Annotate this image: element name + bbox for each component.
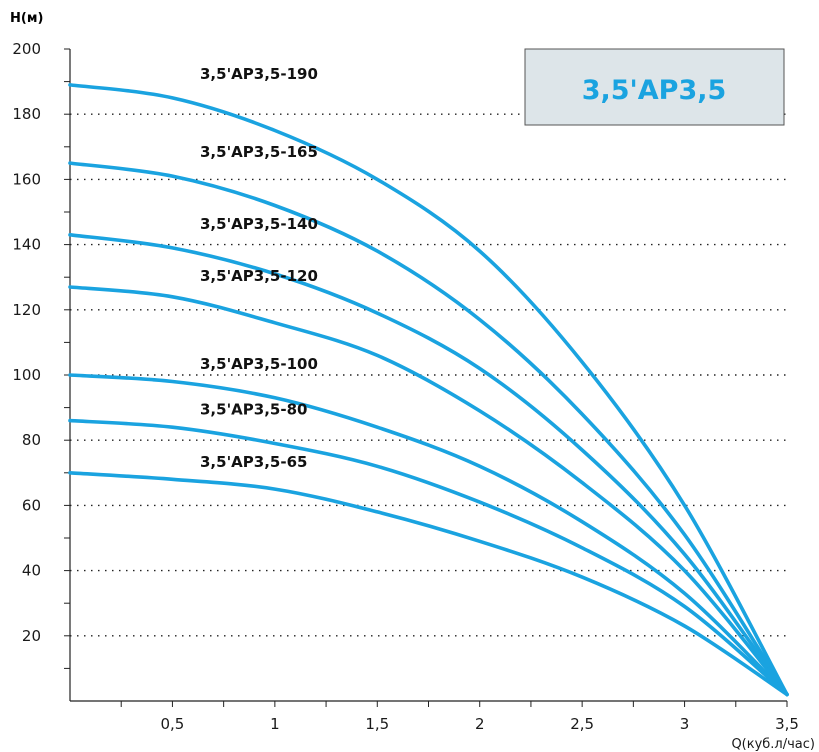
series-label: 3,5'AP3,5-190 — [200, 65, 318, 83]
series-label: 3,5'AP3,5-80 — [200, 401, 307, 419]
y-tick-label: 40 — [22, 562, 41, 580]
series-line — [68, 471, 789, 697]
y-axis-label: H(м) — [10, 11, 43, 26]
x-tick-label: 1,5 — [365, 715, 389, 733]
x-tick-label: 2,5 — [570, 715, 594, 733]
series-label: 3,5'AP3,5-100 — [200, 355, 318, 373]
series-label: 3,5'AP3,5-165 — [200, 143, 318, 161]
y-tick-label: 200 — [12, 40, 41, 58]
x-tick-label: 3 — [680, 715, 690, 733]
y-tick-label: 60 — [22, 496, 41, 514]
y-tick-label: 140 — [12, 236, 41, 254]
series-label: 3,5'AP3,5-140 — [200, 215, 318, 233]
series-line — [68, 373, 789, 697]
curve-labels: 3,5'AP3,5-190 3,5'AP3,5-165 3,5'AP3,5-140 3… — [200, 65, 318, 471]
series-label: 3,5'AP3,5-65 — [200, 453, 307, 471]
series-line — [68, 233, 789, 697]
x-tick-label: 3,5 — [775, 715, 799, 733]
badge-box — [524, 48, 785, 126]
y-tick-label: 180 — [12, 105, 41, 123]
x-tick-label: 2 — [475, 715, 485, 733]
series-label: 3,5'AP3,5-120 — [200, 267, 318, 285]
y-tick-label: 80 — [22, 431, 41, 449]
series-line — [68, 161, 789, 697]
grid-lines — [70, 113, 787, 637]
y-tick-label: 160 — [12, 170, 41, 188]
y-tick-label: 100 — [12, 366, 41, 384]
badge-title: 3,5'AP3,5 — [582, 75, 727, 106]
x-axis-label: Q(куб.л/час) — [731, 737, 815, 752]
series-line — [68, 418, 789, 697]
series-line — [68, 83, 789, 697]
curves — [68, 83, 789, 697]
x-tick-label: 0,5 — [160, 715, 184, 733]
y-tick-label: 120 — [12, 301, 41, 319]
series-line — [68, 285, 789, 697]
x-tick-label: 1 — [270, 715, 280, 733]
ticks: 20 40 60 80 100 120 140 160 180 200 0,5 1 1,5 2 2,5 3 3,… — [12, 40, 799, 733]
y-tick-label: 20 — [22, 627, 41, 645]
series-badge: 3,5'AP3,5 — [524, 48, 785, 126]
